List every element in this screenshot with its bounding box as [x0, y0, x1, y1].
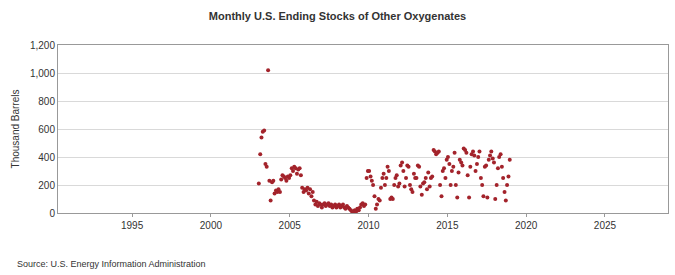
- svg-text:Thousand Barrels: Thousand Barrels: [10, 90, 21, 169]
- svg-text:400: 400: [38, 152, 55, 163]
- svg-text:1,000: 1,000: [30, 68, 55, 79]
- svg-text:2005: 2005: [279, 220, 302, 231]
- svg-text:0: 0: [49, 208, 55, 219]
- svg-text:2025: 2025: [594, 220, 617, 231]
- svg-text:Source: U.S. Energy Informatio: Source: U.S. Energy Information Administ…: [17, 259, 206, 269]
- svg-text:1,200: 1,200: [30, 40, 55, 51]
- svg-text:2000: 2000: [200, 220, 223, 231]
- svg-text:600: 600: [38, 124, 55, 135]
- svg-text:2015: 2015: [436, 220, 459, 231]
- svg-text:1995: 1995: [121, 220, 144, 231]
- svg-text:800: 800: [38, 96, 55, 107]
- svg-text:200: 200: [38, 180, 55, 191]
- svg-text:Monthly U.S. Ending Stocks of: Monthly U.S. Ending Stocks of Other Oxyg…: [209, 10, 466, 22]
- svg-text:2010: 2010: [357, 220, 380, 231]
- svg-text:2020: 2020: [515, 220, 538, 231]
